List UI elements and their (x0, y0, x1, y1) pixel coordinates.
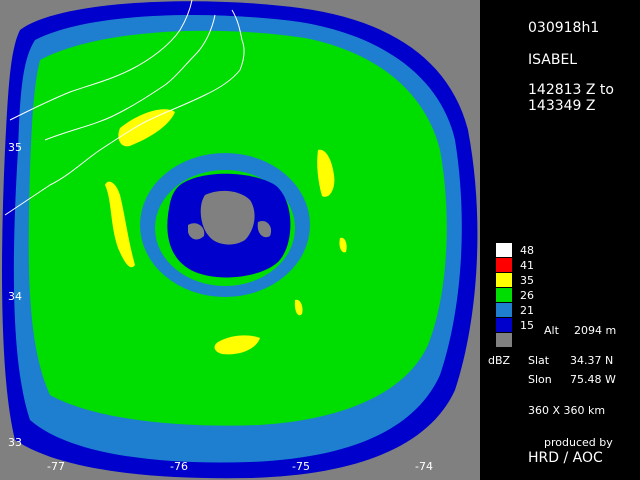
legend-swatch-48 (496, 243, 512, 257)
legend-swatch-41 (496, 258, 512, 272)
eye-no-echo (200, 190, 255, 245)
lon-label-77: -77 (47, 460, 65, 473)
altitude-value: 2094 m (574, 324, 617, 337)
slat-value: 34.37 N (570, 354, 614, 367)
echo-35-dbz-band-west (105, 181, 135, 268)
legend-label-21: 21 (520, 304, 534, 317)
credit-line1: produced by (544, 436, 613, 449)
echo-35-dbz-cell-ne (339, 237, 347, 253)
scan-id: 030918h1 (528, 20, 600, 36)
lat-label-35: 35 (8, 141, 22, 154)
lat-label-34: 34 (8, 290, 22, 303)
legend-label-35: 35 (520, 274, 534, 287)
legend-swatch-15 (496, 318, 512, 332)
credit-line2: HRD / AOC (528, 450, 603, 466)
slat-label: Slat (528, 354, 550, 367)
legend-swatch-35 (496, 273, 512, 287)
legend-swatch-no-echo (496, 333, 512, 347)
echo-35-dbz-cell-south (214, 335, 260, 355)
coastline (4, 9, 245, 216)
lon-label-76: -76 (170, 460, 188, 473)
eye-no-echo-2 (188, 223, 205, 240)
echo-35-dbz-band-north (118, 109, 175, 147)
legend-label-41: 41 (520, 259, 534, 272)
domain-size: 360 X 360 km (528, 404, 606, 417)
coastline-inland (9, 0, 193, 121)
legend-label-15: 15 (520, 319, 534, 332)
legend-unit: dBZ (488, 354, 511, 367)
altitude-label: Alt (544, 324, 559, 337)
coastline-sound (44, 14, 216, 141)
slon-value: 75.48 W (570, 373, 616, 386)
lon-label-74: -74 (415, 460, 433, 473)
time-to: 143349 Z (528, 98, 596, 114)
echo-35-dbz-cell-east (317, 149, 335, 197)
storm-name: ISABEL (528, 52, 578, 68)
legend-label-26: 26 (520, 289, 534, 302)
legend-swatch-21 (496, 303, 512, 317)
info-panel: 030918h1 ISABEL 142813 Z to 143349 Z 48 … (480, 0, 640, 480)
slon-label: Slon (528, 373, 552, 386)
eye-no-echo-3 (257, 220, 272, 238)
echo-35-dbz-cell-se (294, 299, 303, 316)
lat-label-33: 33 (8, 436, 22, 449)
legend-label-48: 48 (520, 244, 534, 257)
lon-label-75: -75 (292, 460, 310, 473)
legend-swatch-26 (496, 288, 512, 302)
time-from: 142813 Z to (528, 82, 614, 98)
radar-map: -77 -76 -75 -74 35 34 33 (0, 0, 480, 480)
